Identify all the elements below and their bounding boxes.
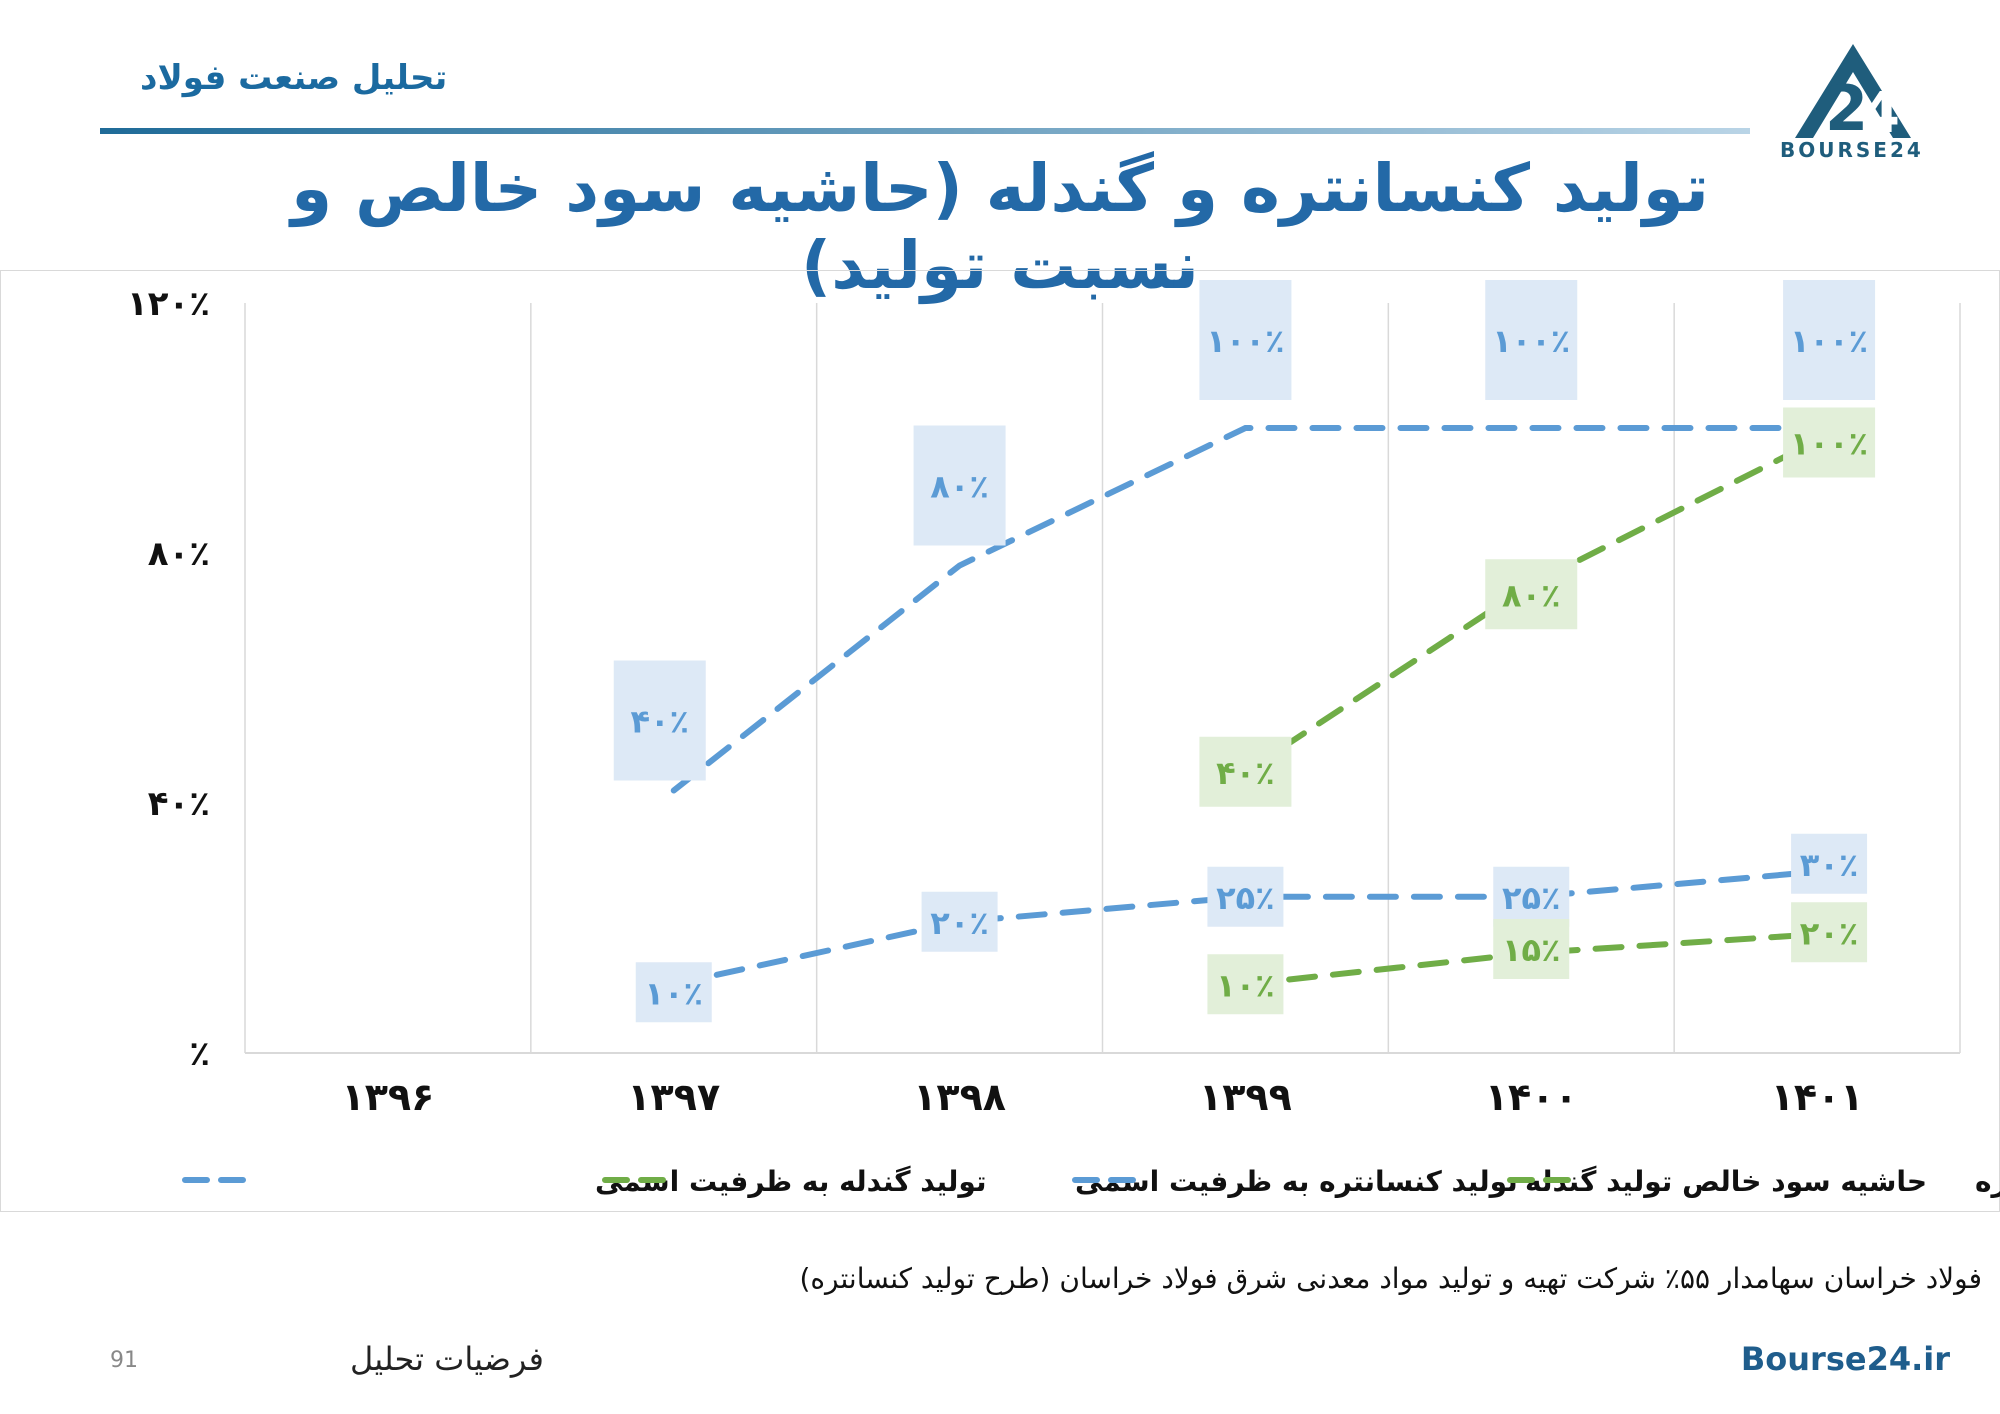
data-label: ۱۰۰٪ <box>1492 322 1570 360</box>
bourse24-logo-icon: 2 4 <box>1795 44 1911 146</box>
chart-svg: ٪ ۴۰٪ ۸۰٪ ۱۲۰٪ ۱۳۹۶ ۱۳۹۷ ۱۳۹۸ ۱۳۹۹ ۱۴۰۰ ۱۴۰۱ ۴۰٪ ۸۰… <box>127 280 2000 1198</box>
logo-text: BOURSE24 <box>1780 138 1924 162</box>
x-tick-label: ۱۳۹۷ <box>627 1075 720 1119</box>
data-label-box <box>1199 280 1292 400</box>
x-tick-label: ۱۳۹۸ <box>913 1075 1006 1119</box>
footnote: فولاد خراسان سهامدار ۵۵٪ شرکت تهیه و تول… <box>799 1262 1982 1295</box>
page-title: تولید کنسانتره و گندله (حاشیه سود خالص و… <box>291 150 1709 304</box>
data-label: ۲۰٪ <box>1800 914 1859 952</box>
series-line <box>670 425 1821 794</box>
data-label-box <box>1783 407 1876 478</box>
data-label: ۱۰۰٪ <box>1790 322 1868 360</box>
y-tick-label: ۴۰٪ <box>148 784 210 824</box>
footer-site-link[interactable]: Bourse24.ir <box>1740 1340 1950 1378</box>
x-tick-label: ۱۴۰۰ <box>1485 1075 1578 1119</box>
data-label-box <box>913 425 1006 546</box>
y-tick-label: ۱۲۰٪ <box>127 284 210 324</box>
data-label: ۲۰٪ <box>930 904 989 942</box>
y-tick-label: ۸۰٪ <box>148 534 210 574</box>
y-tick-label: ٪ <box>189 1034 210 1074</box>
legend-label: حاشیه سود خالص تولید کنسانتره <box>1975 1165 2000 1198</box>
x-tick-label: ۱۴۰۱ <box>1771 1075 1864 1119</box>
data-label: ۸۰٪ <box>1502 576 1561 614</box>
footer-section: فرضیات تحلیل <box>350 1340 544 1378</box>
data-label: ۱۵٪ <box>1502 931 1561 969</box>
data-label: ۸۰٪ <box>930 468 989 506</box>
data-label: ۱۰٪ <box>1216 966 1275 1004</box>
data-label-box <box>1199 736 1292 807</box>
svg-text:4: 4 <box>1861 81 1900 146</box>
svg-text:2: 2 <box>1825 72 1868 145</box>
data-label-box <box>613 660 706 781</box>
page-number: 91 <box>110 1348 138 1373</box>
data-label-box <box>1493 919 1570 979</box>
data-label: ۴۰٪ <box>1216 754 1275 792</box>
data-label-box <box>1783 280 1876 400</box>
data-label: ۱۰٪ <box>644 974 703 1012</box>
data-label-box <box>635 962 712 1023</box>
data-label: ۲۵٪ <box>1216 879 1275 917</box>
data-label-box <box>1485 559 1578 630</box>
header-subtitle: تحلیل صنعت فولاد <box>140 58 448 98</box>
data-label-box <box>1485 280 1578 400</box>
header-divider <box>100 128 1750 134</box>
data-label-box <box>1207 866 1284 927</box>
x-tick-label: ۱۳۹۹ <box>1199 1075 1292 1119</box>
data-label-box <box>1791 902 1868 963</box>
data-label: ۴۰٪ <box>630 703 689 741</box>
data-label: ۱۰۰٪ <box>1790 425 1868 463</box>
data-label: ۲۵٪ <box>1502 879 1561 917</box>
data-label-box <box>1493 866 1570 927</box>
data-label-box <box>1207 954 1284 1015</box>
data-label: ۱۰۰٪ <box>1206 322 1284 360</box>
series-line <box>1242 437 1821 775</box>
data-label-box <box>1791 833 1868 894</box>
data-label-box <box>921 891 998 952</box>
legend-label: حاشیه سود خالص تولید گندله <box>1525 1165 1927 1198</box>
legend-label: تولید کنسانتره به ظرفیت اسمی <box>1075 1165 1518 1198</box>
data-label: ۳۰٪ <box>1800 846 1859 884</box>
x-tick-label: ۱۳۹۶ <box>342 1075 435 1119</box>
